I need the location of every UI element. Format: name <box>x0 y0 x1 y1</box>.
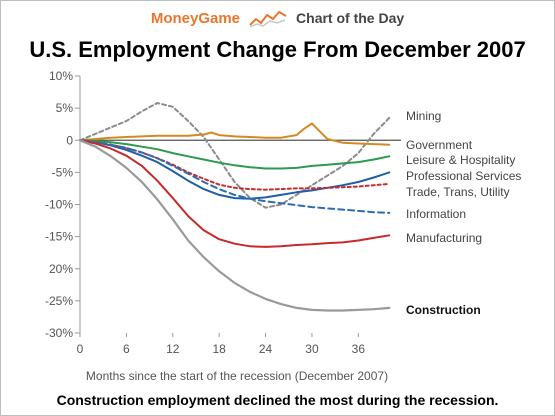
brand-bar: MoneyGame Chart of the Day <box>1 1 554 35</box>
series-label-trade-trans-utility: Trade, Trans, Utility <box>406 185 510 199</box>
y-tick-label: 5% <box>56 101 74 115</box>
series-line-construction <box>78 139 391 312</box>
series-line-leisure-hospitality <box>79 139 391 170</box>
series-label-professional-services: Professional Services <box>406 169 521 183</box>
chart-title: U.S. Employment Change From December 200… <box>29 37 526 62</box>
brand-name: MoneyGame <box>150 9 241 27</box>
series-label-manufacturing: Manufacturing <box>406 231 482 245</box>
series-label-government: Government <box>406 138 473 152</box>
chart-caption: Construction employment declined the mos… <box>56 392 499 408</box>
series-line-information <box>79 139 391 214</box>
x-tick-label: 0 <box>77 342 84 356</box>
y-tick-label: -10% <box>45 198 73 212</box>
x-tick-label: 18 <box>212 342 226 356</box>
y-tick-label: -30% <box>45 326 73 340</box>
series-label-information: Information <box>406 207 466 221</box>
line-chart: 10% 5% 0 -5% -10% -15% 20% -25% -30% 0 6 12 18 24 30 36… <box>45 69 521 383</box>
series-line-manufacturing <box>79 139 391 248</box>
y-tick-label: -25% <box>45 294 73 308</box>
x-tick-label: 36 <box>352 342 366 356</box>
x-tick-label: 12 <box>166 342 180 356</box>
y-tick-label: 20% <box>49 262 73 276</box>
x-axis-label: Months since the start of the recession … <box>86 369 388 383</box>
x-tick-label: 30 <box>305 342 319 356</box>
series-label-leisure-hospitality: Leisure & Hospitality <box>406 153 515 167</box>
series-line-mining <box>79 102 391 209</box>
trend-chart-icon <box>249 11 287 28</box>
series-line-government <box>79 122 391 146</box>
y-tick-label: 0 <box>66 133 73 147</box>
x-tick-label: 6 <box>123 342 130 356</box>
series-label-mining: Mining <box>406 109 441 123</box>
x-tick-label: 24 <box>259 342 273 356</box>
y-tick-label: -5% <box>52 165 74 179</box>
y-tick-label: 10% <box>49 69 73 83</box>
series-label-construction: Construction <box>406 303 481 317</box>
chart-of-the-day-label: Chart of the Day <box>296 10 405 26</box>
series-line-trade-trans-utility <box>79 139 391 191</box>
y-tick-label: -15% <box>45 230 73 244</box>
series-line-professional-services <box>79 139 391 200</box>
